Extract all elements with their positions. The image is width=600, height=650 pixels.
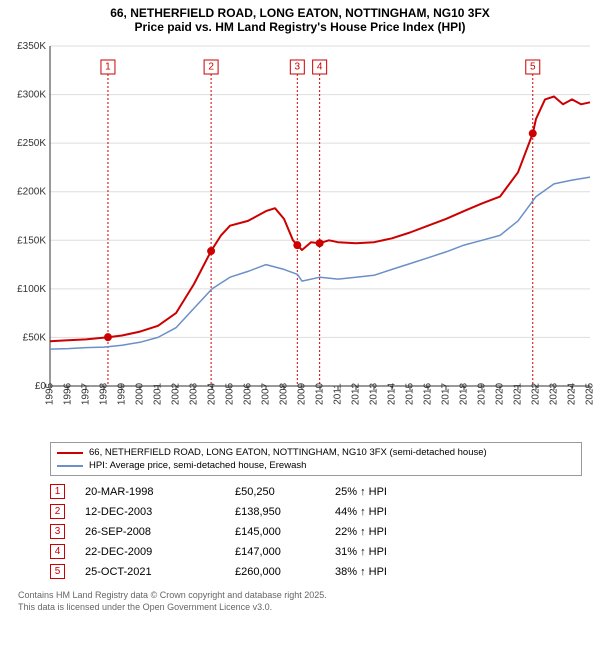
transaction-note: 22% ↑ HPI [335,526,387,538]
transaction-price: £260,000 [235,566,335,578]
transaction-date: 26-SEP-2008 [85,526,235,538]
chart-area: £0£50K£100K£150K£200K£250K£300K£350K1995… [0,36,600,436]
transaction-marker: 5 [50,564,65,579]
transaction-note: 44% ↑ HPI [335,506,387,518]
svg-text:5: 5 [530,62,536,73]
transaction-row: 3 26-SEP-2008£145,00022% ↑ HPI [50,524,582,539]
chart-svg: £0£50K£100K£150K£200K£250K£300K£350K1995… [0,36,600,436]
transaction-row: 4 22-DEC-2009£147,00031% ↑ HPI [50,544,582,559]
transaction-row: 2 12-DEC-2003£138,95044% ↑ HPI [50,504,582,519]
svg-text:£100K: £100K [17,284,46,295]
svg-text:£250K: £250K [17,138,46,149]
title-block: 66, NETHERFIELD ROAD, LONG EATON, NOTTIN… [0,0,600,36]
svg-text:£300K: £300K [17,90,46,101]
legend-row: HPI: Average price, semi-detached house,… [57,460,575,471]
title-line2: Price paid vs. HM Land Registry's House … [10,20,590,34]
transaction-date: 20-MAR-1998 [85,486,235,498]
legend-swatch [57,465,83,467]
transaction-price: £145,000 [235,526,335,538]
svg-text:1: 1 [105,62,111,73]
svg-text:£50K: £50K [23,332,47,343]
footer: Contains HM Land Registry data © Crown c… [18,590,582,613]
transaction-row: 1 20-MAR-1998£50,25025% ↑ HPI [50,484,582,499]
svg-text:£150K: £150K [17,235,46,246]
footer-line2: This data is licensed under the Open Gov… [18,602,582,614]
transaction-marker: 1 [50,484,65,499]
chart-container: 66, NETHERFIELD ROAD, LONG EATON, NOTTIN… [0,0,600,650]
transactions-table: 1 20-MAR-1998£50,25025% ↑ HPI 2 12-DEC-2003… [50,484,582,584]
transaction-price: £147,000 [235,546,335,558]
transaction-marker: 3 [50,524,65,539]
legend-row: 66, NETHERFIELD ROAD, LONG EATON, NOTTIN… [57,447,575,458]
transaction-date: 22-DEC-2009 [85,546,235,558]
svg-text:£200K: £200K [17,187,46,198]
transaction-note: 38% ↑ HPI [335,566,387,578]
legend-label: HPI: Average price, semi-detached house,… [89,460,306,471]
transaction-price: £138,950 [235,506,335,518]
transaction-note: 25% ↑ HPI [335,486,387,498]
transaction-marker: 4 [50,544,65,559]
transaction-note: 31% ↑ HPI [335,546,387,558]
transaction-marker: 2 [50,504,65,519]
title-line1: 66, NETHERFIELD ROAD, LONG EATON, NOTTIN… [10,6,590,20]
svg-text:4: 4 [317,62,323,73]
legend-label: 66, NETHERFIELD ROAD, LONG EATON, NOTTIN… [89,447,487,458]
footer-line1: Contains HM Land Registry data © Crown c… [18,590,582,602]
legend: 66, NETHERFIELD ROAD, LONG EATON, NOTTIN… [50,442,582,476]
svg-text:2: 2 [208,62,214,73]
legend-swatch [57,452,83,454]
svg-text:£350K: £350K [17,41,46,52]
transaction-row: 5 25-OCT-2021£260,00038% ↑ HPI [50,564,582,579]
transaction-date: 25-OCT-2021 [85,566,235,578]
transaction-date: 12-DEC-2003 [85,506,235,518]
transaction-price: £50,250 [235,486,335,498]
svg-text:3: 3 [295,62,301,73]
